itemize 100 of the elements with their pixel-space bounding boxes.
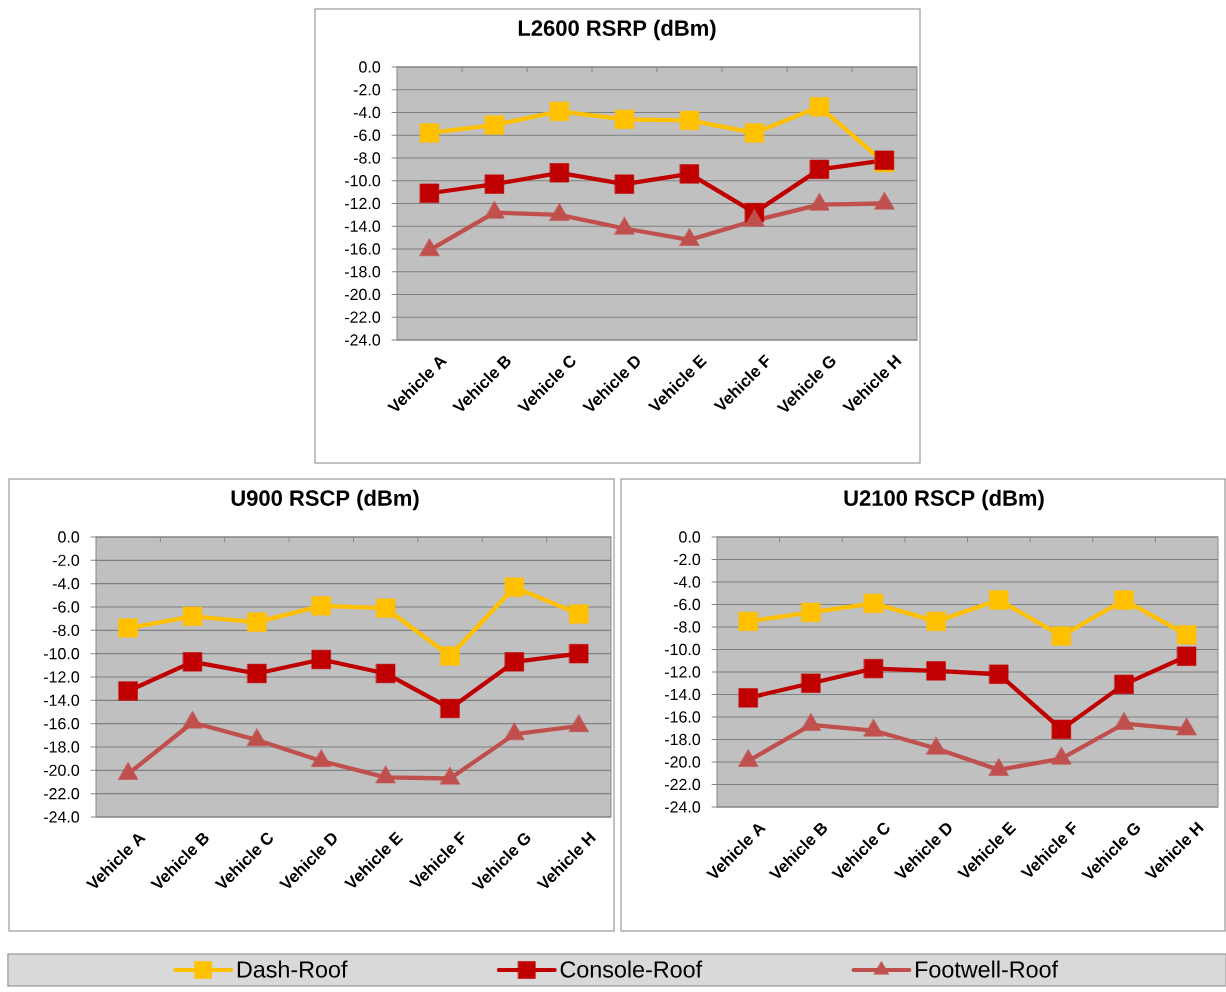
point <box>989 664 1009 684</box>
y-tick-label: -24.0 <box>43 811 80 823</box>
y-tick-label: -18.0 <box>43 741 80 753</box>
point <box>440 646 460 666</box>
point <box>118 762 139 780</box>
y-tick-label: -8.0 <box>353 152 381 164</box>
point <box>738 688 758 708</box>
point <box>504 577 525 597</box>
y-tick-label: -10.0 <box>664 643 701 656</box>
point <box>118 618 138 638</box>
point <box>182 710 203 729</box>
y-tick-label: -2.0 <box>353 84 381 96</box>
y-tick-label: -24.0 <box>664 801 701 813</box>
point <box>439 766 461 785</box>
point <box>549 163 570 183</box>
y-tick-label: -20.0 <box>344 288 381 301</box>
point <box>679 110 700 131</box>
point <box>863 593 884 613</box>
y-tick-label: -4.0 <box>52 578 80 590</box>
point <box>549 203 570 221</box>
y-tick-label: -6.0 <box>353 129 381 141</box>
point <box>809 193 830 211</box>
point <box>863 659 884 679</box>
point <box>182 606 203 626</box>
point <box>614 109 635 129</box>
point <box>738 749 759 767</box>
point <box>484 174 505 194</box>
point <box>419 183 440 203</box>
point <box>1177 625 1197 645</box>
point <box>440 698 460 719</box>
point <box>118 681 138 701</box>
legend-label: Dash-Roof <box>237 960 348 978</box>
point <box>419 238 440 257</box>
y-tick-label: 0.0 <box>359 61 381 73</box>
point <box>926 736 947 755</box>
point <box>182 652 203 672</box>
y-tick-label: -16.0 <box>344 243 381 255</box>
y-tick-label: -24.0 <box>344 334 381 346</box>
y-tick-label: -6.0 <box>52 601 80 613</box>
point <box>874 191 895 210</box>
point <box>1113 712 1135 730</box>
y-tick-label: -2.0 <box>52 554 80 566</box>
y-tick-label: -14.0 <box>664 688 701 701</box>
point <box>484 115 505 135</box>
point <box>311 596 331 616</box>
point <box>744 208 765 227</box>
point <box>614 216 635 235</box>
point <box>1051 747 1072 765</box>
point <box>246 728 268 746</box>
point <box>569 644 589 664</box>
point <box>569 604 589 624</box>
y-tick-label: -14.0 <box>43 694 80 706</box>
point <box>504 652 525 672</box>
y-tick-label: -2.0 <box>673 553 701 566</box>
point <box>376 598 396 618</box>
chart-title: L2600 RSRP (dBm) <box>518 19 716 41</box>
point <box>744 123 765 143</box>
y-tick-label: -20.0 <box>664 756 701 768</box>
point <box>679 164 700 184</box>
point <box>504 722 525 741</box>
y-tick-label: -22.0 <box>664 778 701 791</box>
point <box>568 714 589 732</box>
point <box>679 228 700 246</box>
legend-label: Console-Roof <box>560 960 703 978</box>
point <box>549 101 570 121</box>
y-tick-label: -10.0 <box>43 648 80 660</box>
point <box>376 663 396 684</box>
legend-label: Footwell-Roof <box>916 960 1059 978</box>
y-tick-label: -12.0 <box>664 666 701 678</box>
point <box>1051 626 1072 646</box>
point <box>1177 646 1197 666</box>
point <box>801 673 821 693</box>
y-tick-label: -12.0 <box>344 197 381 210</box>
chart-title: U900 RSCP (dBm) <box>231 489 419 511</box>
point <box>614 174 635 194</box>
point <box>926 611 946 631</box>
y-tick-label: -8.0 <box>52 624 80 636</box>
y-tick-label: -18.0 <box>664 733 701 746</box>
point <box>311 649 331 670</box>
point <box>1114 674 1134 694</box>
point <box>809 97 830 117</box>
point <box>809 159 830 179</box>
point <box>926 661 946 681</box>
point <box>1176 717 1197 736</box>
y-tick-label: -12.0 <box>43 671 80 683</box>
point <box>311 749 332 767</box>
y-tick-label: -18.0 <box>344 266 381 278</box>
point <box>863 718 884 737</box>
y-tick-label: -6.0 <box>673 598 701 611</box>
y-tick-label: -10.0 <box>344 175 381 187</box>
y-tick-label: 0.0 <box>679 531 701 543</box>
y-tick-label: -14.0 <box>344 220 381 232</box>
y-tick-label: -22.0 <box>43 788 80 800</box>
point <box>1114 590 1134 610</box>
y-tick-label: -20.0 <box>43 764 80 776</box>
y-tick-label: -4.0 <box>353 106 381 119</box>
y-tick-label: -16.0 <box>664 711 701 723</box>
point <box>738 611 758 631</box>
point <box>247 612 267 632</box>
point <box>801 602 821 622</box>
